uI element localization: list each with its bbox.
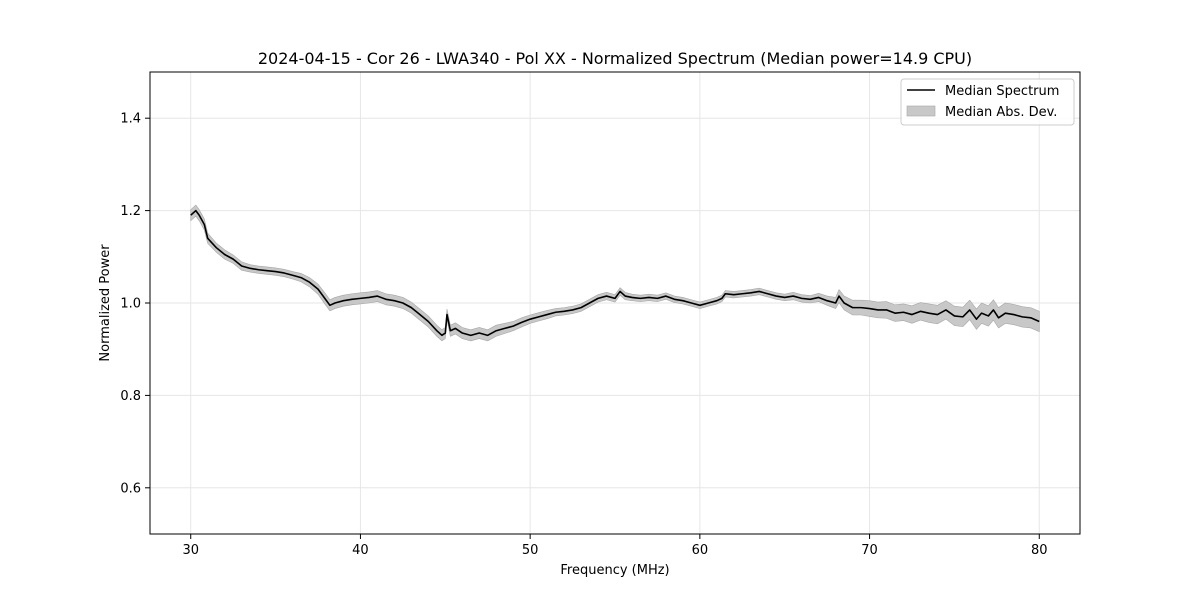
x-tick-label: 30 xyxy=(182,543,199,558)
legend-label-median-abs-dev: Median Abs. Dev. xyxy=(945,105,1057,120)
y-tick-label: 1.4 xyxy=(120,112,141,127)
x-axis-ticks: 30 40 50 60 70 80 xyxy=(182,534,1048,558)
chart-title: 2024-04-15 - Cor 26 - LWA340 - Pol XX - … xyxy=(258,49,972,68)
plot-area xyxy=(190,204,1040,342)
median-abs-dev-band xyxy=(190,204,1040,342)
legend-box xyxy=(900,78,1075,126)
x-axis-label: Frequency (MHz) xyxy=(560,563,669,578)
legend-label-median-spectrum: Median Spectrum xyxy=(945,84,1059,99)
x-tick-label: 70 xyxy=(861,543,878,558)
y-tick-label: 0.6 xyxy=(120,481,141,496)
median-spectrum-line xyxy=(190,209,1040,337)
x-tick-label: 60 xyxy=(692,543,709,558)
y-axis-label: Normalized Power xyxy=(98,244,113,362)
x-tick-label: 80 xyxy=(1031,543,1048,558)
y-tick-label: 1.2 xyxy=(120,204,141,219)
legend: Median Spectrum Median Abs. Dev. xyxy=(900,78,1075,126)
x-tick-label: 50 xyxy=(522,543,539,558)
legend-band-swatch xyxy=(906,105,936,117)
y-tick-label: 0.8 xyxy=(120,389,141,404)
y-tick-label: 1.0 xyxy=(120,297,141,312)
x-tick-label: 40 xyxy=(352,543,369,558)
y-axis-ticks: 0.6 0.8 1.0 1.2 1.4 xyxy=(120,112,150,496)
